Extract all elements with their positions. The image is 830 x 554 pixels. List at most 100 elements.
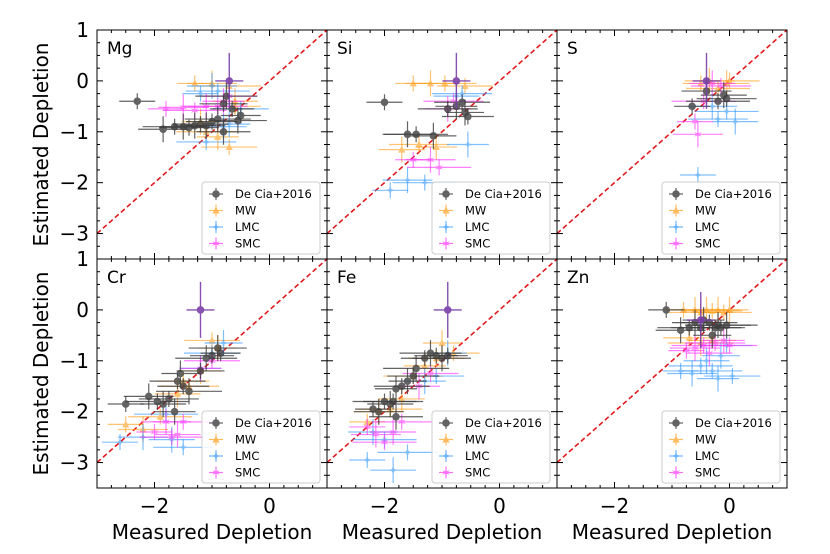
legend-marker — [442, 468, 450, 477]
marker-decia — [412, 130, 420, 139]
data-point-lmc — [688, 111, 748, 128]
legend-label: MW — [235, 204, 256, 218]
data-point-smc — [701, 337, 758, 354]
data-point-decia — [176, 362, 225, 379]
legend-marker-smc — [669, 466, 683, 479]
data-point-outlier — [215, 52, 244, 109]
marker-outlier — [696, 316, 705, 324]
marker-lmc — [727, 371, 737, 381]
legend: De Cia+2016 MW LMC SMC — [431, 181, 551, 255]
x-axis-title: Measured Depletion — [572, 520, 773, 544]
marker-lmc — [696, 361, 706, 371]
legend-marker — [212, 239, 220, 248]
marker-mw — [398, 145, 406, 153]
marker-smc — [693, 129, 702, 139]
legend-box — [661, 410, 781, 484]
marker-smc — [691, 343, 699, 353]
marker-decia — [392, 412, 400, 421]
marker-decia — [662, 306, 671, 314]
data-point-decia — [123, 383, 174, 410]
marker-mw — [122, 420, 130, 428]
marker-lmc — [201, 137, 211, 147]
legend-marker — [672, 419, 680, 427]
plot-area — [327, 259, 557, 484]
marker-decia — [714, 97, 722, 106]
marker-decia — [213, 115, 222, 123]
marker-lmc — [213, 86, 223, 96]
data-point-lmc — [370, 457, 417, 484]
legend-marker — [671, 222, 681, 232]
panel-element-label: Zn — [567, 268, 589, 288]
legend-marker — [442, 435, 450, 443]
data-point-decia — [441, 108, 494, 125]
legend-label: LMC — [695, 220, 719, 234]
legend-label: SMC — [465, 237, 490, 251]
legend: De Cia+2016 MW LMC SMC — [431, 410, 551, 484]
panel-element-label: Fe — [337, 268, 356, 288]
panel-element-label: S — [567, 39, 578, 59]
data-point-decia — [383, 355, 450, 382]
marker-lmc — [707, 101, 717, 111]
data-point-decia — [187, 112, 226, 139]
legend-marker — [211, 451, 221, 461]
legend-marker-mw — [439, 433, 453, 446]
y-tick-label: −1 — [60, 120, 89, 144]
legend-marker — [441, 222, 451, 232]
y-axis-title: Estimated Depletion — [29, 272, 53, 476]
legend-label: De Cia+2016 — [465, 187, 542, 201]
data-point-decia — [196, 118, 251, 145]
marker-mw — [432, 143, 440, 151]
marker-smc — [716, 81, 725, 91]
marker-decia — [443, 351, 452, 360]
marker-mw — [225, 143, 233, 151]
data-point-mw — [415, 134, 458, 161]
data-point-decia — [366, 94, 403, 111]
data-point-smc — [139, 429, 204, 446]
marker-smc — [449, 96, 458, 106]
data-point-smc — [405, 146, 456, 173]
marker-lmc — [403, 175, 412, 185]
data-point-decia — [655, 317, 706, 344]
legend-marker-mw — [209, 433, 223, 446]
panel-element-label: Mg — [107, 39, 132, 59]
marker-smc — [173, 430, 182, 440]
data-point-outlier — [442, 52, 471, 109]
marker-smc — [363, 422, 372, 432]
marker-lmc — [702, 356, 711, 366]
marker-decia — [676, 326, 685, 335]
marker-lmc — [463, 140, 473, 149]
legend-label: SMC — [235, 466, 260, 480]
marker-mw — [173, 389, 182, 397]
data-point-lmc — [679, 167, 716, 184]
marker-mw — [214, 132, 222, 140]
marker-lmc — [224, 119, 234, 129]
x-tick-label: −2 — [370, 494, 399, 518]
legend-marker-lmc — [209, 221, 223, 233]
legend-marker-decia — [209, 188, 223, 200]
marker-mw — [725, 76, 734, 84]
data-point-decia — [190, 347, 234, 364]
data-point-mw — [389, 136, 449, 153]
legend-label: SMC — [235, 237, 260, 251]
marker-lmc — [713, 114, 723, 124]
legend-marker-decia — [209, 417, 223, 429]
marker-smc — [426, 155, 435, 165]
axis-ticks — [556, 258, 788, 489]
marker-lmc — [196, 89, 205, 99]
marker-decia — [202, 121, 211, 130]
marker-mw — [438, 338, 446, 346]
marker-smc — [179, 417, 188, 427]
data-point-outlier — [186, 281, 215, 338]
marker-lmc — [362, 455, 372, 465]
legend-marker-smc — [439, 237, 453, 250]
plot-area — [327, 30, 557, 235]
data-point-decia — [153, 398, 196, 425]
legend-marker — [442, 239, 450, 248]
data-point-decia — [200, 345, 241, 362]
legend-label: MW — [695, 204, 716, 218]
legend-marker — [212, 435, 220, 443]
legend: De Cia+2016 MW LMC SMC — [661, 410, 781, 484]
marker-decia — [176, 369, 185, 378]
data-point-outlier — [686, 292, 715, 349]
panel-mg: 1 0 −1 −2 −3 Mg De Cia+2016 MW LMC SMC — [60, 18, 328, 260]
